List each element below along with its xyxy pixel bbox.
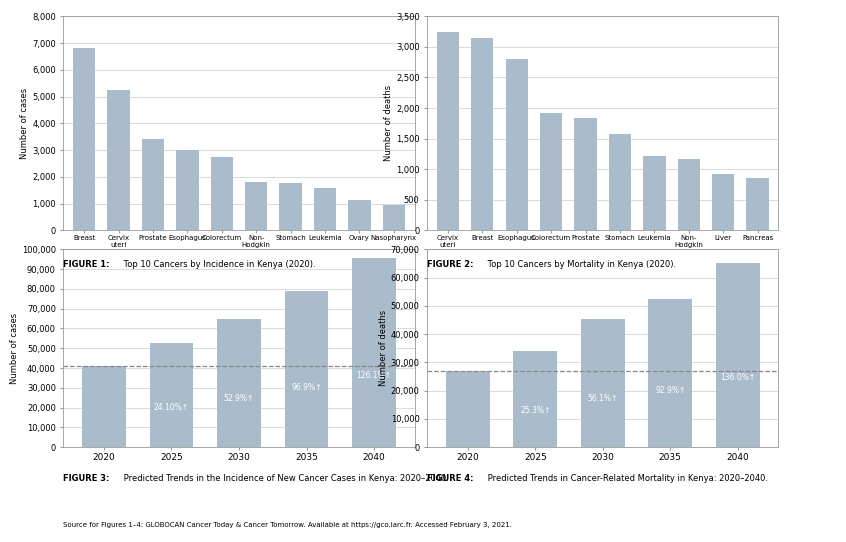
Bar bbox=[382, 205, 405, 230]
Bar bbox=[712, 174, 734, 230]
Text: Predicted Trends in Cancer-Related Mortality in Kenya: 2020–2040.: Predicted Trends in Cancer-Related Morta… bbox=[485, 474, 768, 483]
Bar bbox=[678, 159, 700, 230]
Bar bbox=[746, 178, 769, 230]
Bar bbox=[643, 156, 666, 230]
Bar bbox=[437, 31, 459, 230]
Bar bbox=[349, 201, 371, 230]
Bar bbox=[514, 351, 558, 447]
Bar bbox=[471, 38, 493, 230]
Text: 56.1%↑: 56.1%↑ bbox=[588, 394, 618, 403]
Bar bbox=[217, 319, 261, 447]
Text: 92.9%↑: 92.9%↑ bbox=[655, 386, 685, 395]
Text: 52.9%↑: 52.9%↑ bbox=[224, 394, 254, 403]
Text: 25.3%↑: 25.3%↑ bbox=[520, 406, 551, 415]
Text: FIGURE 2:: FIGURE 2: bbox=[427, 260, 474, 269]
Bar bbox=[446, 371, 490, 447]
Text: Top 10 Cancers by Mortality in Kenya (2020).: Top 10 Cancers by Mortality in Kenya (20… bbox=[485, 260, 676, 269]
Bar bbox=[245, 182, 267, 230]
Bar bbox=[284, 291, 328, 447]
Bar bbox=[211, 157, 233, 230]
Bar bbox=[352, 258, 396, 447]
Bar bbox=[176, 150, 199, 230]
Text: Top 10 Cancers by Incidence in Kenya (2020).: Top 10 Cancers by Incidence in Kenya (20… bbox=[121, 260, 316, 269]
Bar bbox=[150, 343, 194, 447]
Bar bbox=[107, 90, 129, 230]
Bar bbox=[314, 188, 336, 230]
Text: 24.10%↑: 24.10%↑ bbox=[154, 403, 189, 412]
Y-axis label: Number of deaths: Number of deaths bbox=[384, 85, 393, 162]
Y-axis label: Number of cases: Number of cases bbox=[20, 88, 30, 159]
Text: 126.1%↑: 126.1%↑ bbox=[356, 371, 392, 380]
Bar bbox=[73, 48, 96, 230]
Bar bbox=[648, 299, 692, 447]
Text: 136.0%↑: 136.0%↑ bbox=[720, 373, 755, 382]
Bar bbox=[609, 134, 631, 230]
Bar bbox=[574, 118, 596, 230]
Bar bbox=[506, 59, 528, 230]
Bar bbox=[142, 139, 164, 230]
Bar bbox=[581, 319, 624, 447]
Text: FIGURE 4:: FIGURE 4: bbox=[427, 474, 474, 483]
Y-axis label: Number of deaths: Number of deaths bbox=[379, 310, 387, 386]
Text: Predicted Trends in the Incidence of New Cancer Cases in Kenya: 2020–2040.: Predicted Trends in the Incidence of New… bbox=[121, 474, 449, 483]
Text: 96.9%↑: 96.9%↑ bbox=[291, 383, 321, 392]
Bar bbox=[279, 183, 302, 230]
Bar bbox=[82, 366, 126, 447]
Text: Source for Figures 1–4: GLOBOCAN Cancer Today & Cancer Tomorrow. Available at ht: Source for Figures 1–4: GLOBOCAN Cancer … bbox=[63, 522, 513, 528]
Bar bbox=[540, 113, 563, 230]
Text: FIGURE 1:: FIGURE 1: bbox=[63, 260, 110, 269]
Y-axis label: Number of cases: Number of cases bbox=[10, 313, 19, 384]
Bar bbox=[716, 263, 760, 447]
Text: FIGURE 3:: FIGURE 3: bbox=[63, 474, 110, 483]
